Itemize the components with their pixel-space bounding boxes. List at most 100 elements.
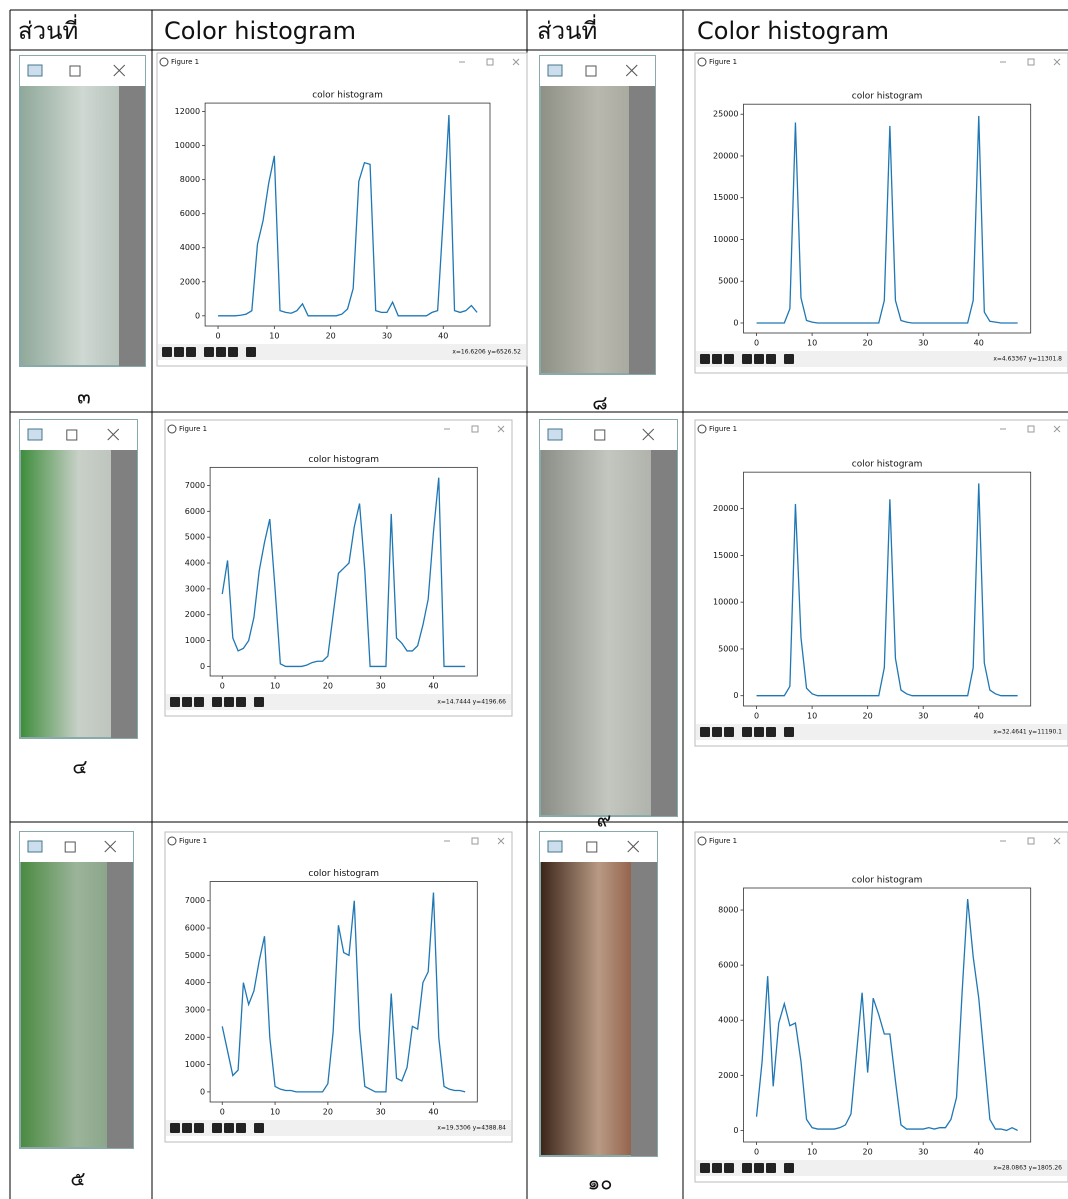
- part-label: ๘: [592, 391, 607, 415]
- part-image-strip: [631, 862, 657, 1156]
- toolbar-button: [712, 1163, 722, 1173]
- y-tick-label: 10000: [713, 598, 738, 607]
- x-tick-label: 40: [974, 1148, 984, 1157]
- part-image-strip: [107, 862, 133, 1148]
- y-tick-label: 5000: [718, 277, 738, 286]
- part-label: ๔: [72, 755, 87, 779]
- window-title: Figure 1: [179, 837, 207, 845]
- y-tick-label: 6000: [718, 961, 738, 970]
- toolbar-button: [784, 727, 794, 737]
- toolbar-button: [212, 697, 222, 707]
- y-tick-label: 1000: [185, 1060, 205, 1069]
- x-tick-label: 0: [754, 1148, 759, 1157]
- part-image-strip: [651, 450, 677, 816]
- y-tick-label: 5000: [185, 951, 205, 960]
- toolbar-button: [236, 1123, 246, 1133]
- toolbar-button: [170, 697, 180, 707]
- toolbar-button: [254, 1123, 264, 1133]
- x-tick-label: 30: [382, 332, 392, 341]
- toolbar-button: [766, 727, 776, 737]
- toolbar-button: [742, 354, 752, 364]
- y-tick-label: 2000: [185, 610, 205, 619]
- toolbar-button: [182, 1123, 192, 1133]
- toolbar-button: [766, 354, 776, 364]
- toolbar-button: [246, 347, 256, 357]
- status-text: x=14.7444 y=4196.66: [437, 699, 506, 706]
- x-tick-label: 30: [918, 339, 928, 348]
- x-tick-label: 40: [438, 332, 448, 341]
- status-text: x=4.63367 y=11301.8: [993, 356, 1062, 363]
- toolbar-button: [766, 1163, 776, 1173]
- toolbar-button: [216, 347, 226, 357]
- toolbar-button: [228, 347, 238, 357]
- y-tick-label: 0: [733, 1126, 738, 1135]
- chart-title: color histogram: [312, 91, 383, 101]
- x-tick-label: 10: [270, 1108, 280, 1117]
- y-tick-label: 20000: [713, 151, 738, 160]
- toolbar-button: [212, 1123, 222, 1133]
- toolbar-button: [754, 1163, 764, 1173]
- y-tick-label: 8000: [718, 906, 738, 915]
- toolbar-button: [186, 347, 196, 357]
- y-tick-label: 7000: [185, 481, 205, 490]
- x-tick-label: 40: [428, 1108, 438, 1117]
- y-tick-label: 0: [200, 1087, 205, 1096]
- toolbar-button: [700, 1163, 710, 1173]
- header-cell: Color histogram: [697, 17, 889, 45]
- x-tick-label: 10: [807, 712, 817, 721]
- figure-icon: [160, 58, 168, 66]
- y-tick-label: 7000: [185, 896, 205, 905]
- header-cell: ส่วนที่: [537, 14, 597, 45]
- toolbar-button: [754, 354, 764, 364]
- x-tick-label: 30: [376, 1108, 386, 1117]
- x-tick-label: 20: [863, 339, 873, 348]
- x-tick-label: 30: [376, 682, 386, 691]
- x-tick-label: 0: [754, 339, 759, 348]
- y-tick-label: 20000: [713, 504, 738, 513]
- figure-icon: [698, 425, 706, 433]
- toolbar-button: [712, 727, 722, 737]
- window-title: Figure 1: [179, 425, 207, 433]
- toolbar-button: [194, 1123, 204, 1133]
- x-tick-label: 10: [807, 339, 817, 348]
- toolbar-button: [724, 727, 734, 737]
- x-tick-label: 0: [220, 682, 225, 691]
- x-tick-label: 40: [974, 712, 984, 721]
- y-tick-label: 3000: [185, 1005, 205, 1014]
- y-tick-label: 0: [195, 311, 200, 320]
- toolbar-button: [236, 697, 246, 707]
- toolbar-button: [224, 1123, 234, 1133]
- header-cell: Color histogram: [164, 17, 356, 45]
- status-text: x=16.6206 y=6526.52: [452, 349, 521, 356]
- part-label: ๓: [77, 385, 91, 409]
- toolbar-button: [784, 1163, 794, 1173]
- y-tick-label: 3000: [185, 584, 205, 593]
- x-tick-label: 40: [974, 339, 984, 348]
- app-icon: [28, 429, 42, 440]
- toolbar-button: [754, 727, 764, 737]
- y-tick-label: 10000: [175, 141, 200, 150]
- chart-title: color histogram: [308, 869, 379, 879]
- chart-title: color histogram: [852, 876, 923, 886]
- part-image-strip: [119, 86, 145, 366]
- app-icon: [28, 841, 42, 852]
- figure-icon: [698, 58, 706, 66]
- y-tick-label: 0: [200, 662, 205, 671]
- chart-title: color histogram: [308, 455, 379, 465]
- toolbar-button: [174, 347, 184, 357]
- toolbar-button: [784, 354, 794, 364]
- toolbar-button: [742, 1163, 752, 1173]
- page: ส่วนที่ Color histogram ส่วนที่ Color hi…: [0, 0, 1068, 1199]
- chart-title: color histogram: [852, 92, 923, 102]
- window-title: Figure 1: [709, 837, 737, 845]
- toolbar-button: [224, 697, 234, 707]
- figure-icon: [168, 425, 176, 433]
- x-tick-label: 0: [754, 712, 759, 721]
- x-tick-label: 30: [918, 1148, 928, 1157]
- status-text: x=19.3306 y=4388.84: [437, 1125, 506, 1132]
- y-tick-label: 0: [733, 691, 738, 700]
- figure-icon: [168, 837, 176, 845]
- y-tick-label: 25000: [713, 110, 738, 119]
- y-tick-label: 2000: [185, 1033, 205, 1042]
- y-tick-label: 6000: [185, 507, 205, 516]
